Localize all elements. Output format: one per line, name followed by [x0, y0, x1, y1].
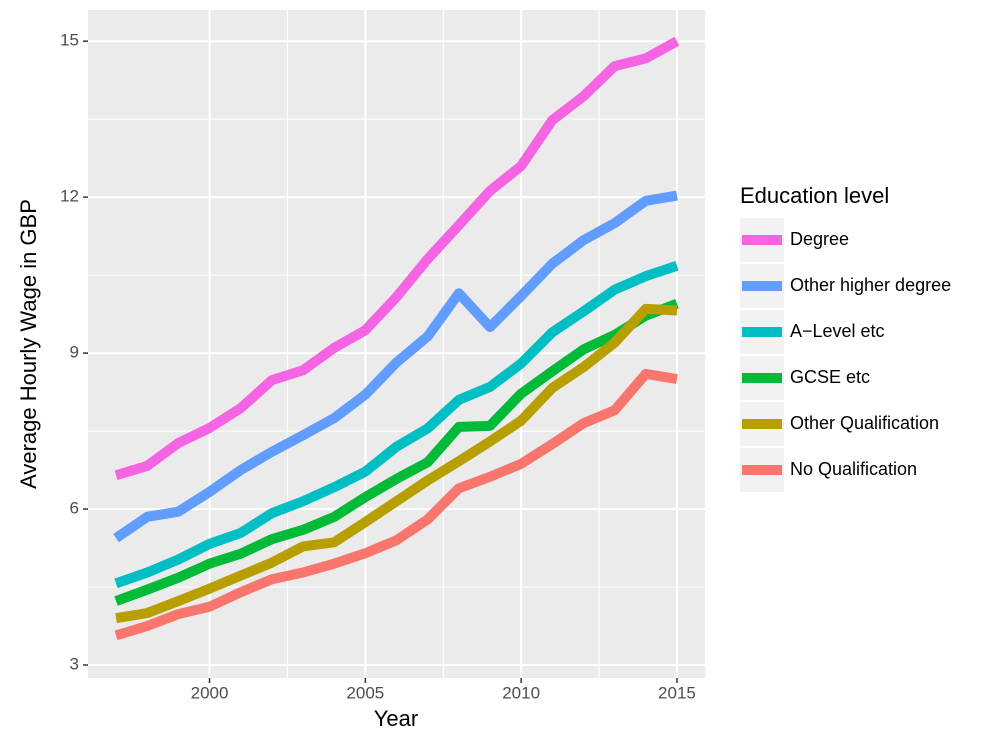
legend-label: Other higher degree — [790, 275, 951, 295]
legend-label: Degree — [790, 229, 849, 249]
x-axis-title: Year — [374, 706, 418, 731]
y-tick-label: 12 — [60, 187, 79, 206]
y-tick-label: 3 — [70, 654, 79, 673]
x-tick-label: 2015 — [658, 683, 696, 702]
series-line — [115, 303, 678, 624]
y-axis-title: Average Hourly Wage in GBP — [16, 199, 41, 489]
legend-label: No Qualification — [790, 459, 917, 479]
series-line — [114, 36, 680, 481]
y-tick-label: 15 — [60, 31, 79, 50]
legend-label: A−Level etc — [790, 321, 885, 341]
legend-label: GCSE etc — [790, 367, 870, 387]
y-tick-label: 6 — [70, 499, 79, 518]
legend-title: Education level — [740, 183, 889, 208]
series-line — [113, 190, 678, 543]
x-tick-label: 2005 — [346, 683, 384, 702]
x-tick-label: 2000 — [191, 683, 229, 702]
y-tick-label: 9 — [70, 343, 79, 362]
legend-label: Other Qualification — [790, 413, 939, 433]
series-line — [114, 368, 678, 641]
series-line — [114, 261, 679, 589]
x-tick-label: 2010 — [502, 683, 540, 702]
series-line — [114, 299, 679, 606]
